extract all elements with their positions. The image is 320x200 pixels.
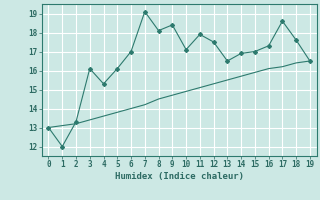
X-axis label: Humidex (Indice chaleur): Humidex (Indice chaleur) (115, 172, 244, 181)
